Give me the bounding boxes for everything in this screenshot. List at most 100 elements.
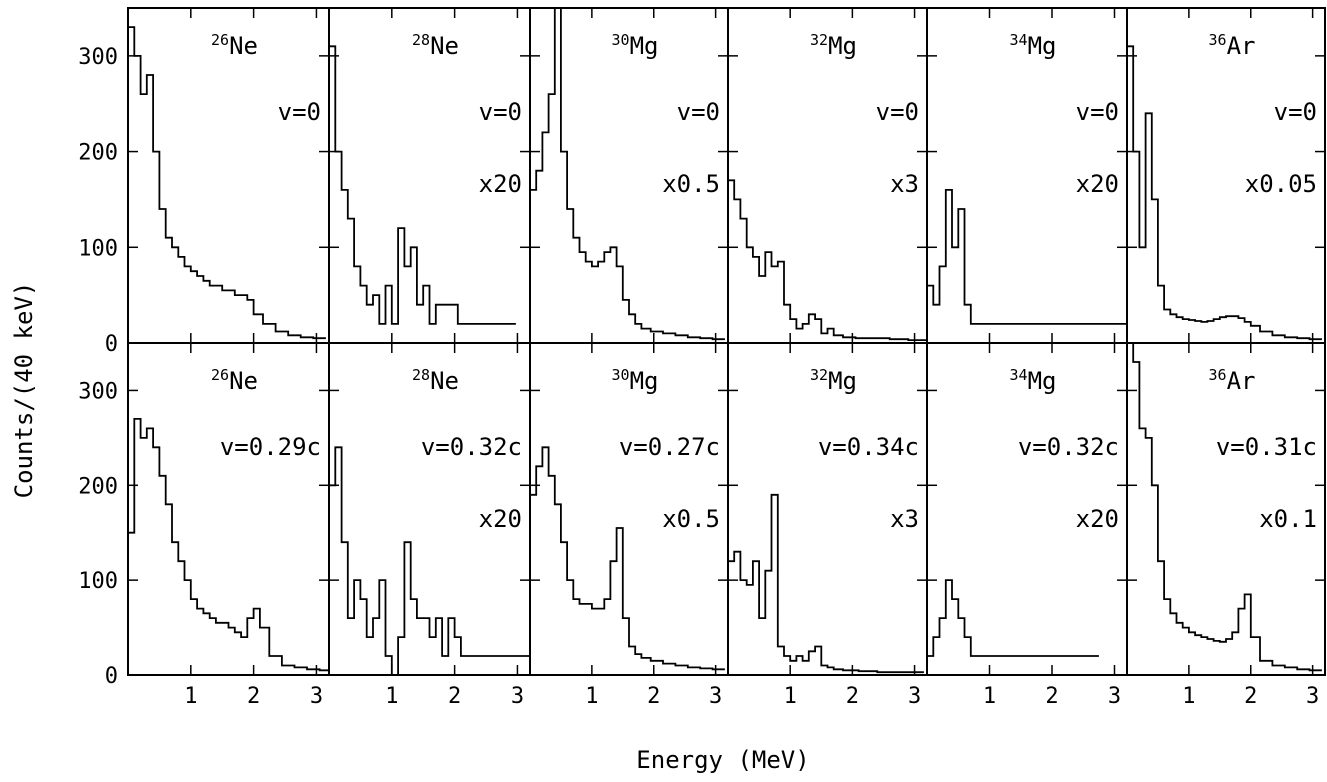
isotope-mass: 28 (412, 366, 430, 384)
y-tick-label: 100 (78, 569, 118, 594)
isotope-element: Ne (229, 32, 258, 60)
panel-26Ne-moving: 26Ne v=0.29c (127, 342, 330, 676)
y-tick-labels: 100 200 300 0 100 200 300 0 (78, 45, 118, 689)
x-tick-label: 3 (310, 684, 323, 709)
spectrum-series (530, 7, 725, 341)
panel-28Ne-rest: 28Ne v=0 x20 (328, 7, 531, 344)
x-tick-label: 3 (511, 684, 524, 709)
isotope-element: Mg (1028, 367, 1057, 395)
x-tick-label: 2 (1244, 684, 1257, 709)
isotope-element: Mg (828, 32, 857, 60)
isotope-mass: 34 (1010, 366, 1028, 384)
x-tick-label: 1 (1182, 684, 1195, 709)
y-tick-label: 0 (105, 332, 118, 357)
isotope-mass: 30 (612, 31, 630, 49)
isotope-element: Ne (229, 367, 258, 395)
velocity-label: v=0.32c (421, 433, 522, 461)
isotope-label: 28Ne (412, 31, 459, 60)
spectrum-series (329, 45, 516, 325)
isotope-element: Mg (828, 367, 857, 395)
isotope-label: 34Mg (1010, 31, 1057, 60)
velocity-label: v=0.31c (1216, 433, 1317, 461)
isotope-label: 30Mg (612, 31, 659, 60)
isotope-element: Ar (1227, 367, 1256, 395)
x-tick-label: 2 (846, 684, 859, 709)
x-tick-label: 3 (908, 684, 921, 709)
x-tick-label: 3 (1108, 684, 1121, 709)
y-tick-label: 300 (78, 379, 118, 404)
scale-label: x0.1 (1259, 505, 1317, 533)
panel-28Ne-moving: 28Ne v=0.32c x20 (328, 342, 531, 676)
x-tick-label: 3 (1306, 684, 1319, 709)
isotope-label: 32Mg (810, 31, 857, 60)
x-tick-label: 3 (709, 684, 722, 709)
x-tick-label: 2 (247, 684, 260, 709)
isotope-mass: 36 (1209, 31, 1227, 49)
panel-frame (1126, 342, 1326, 676)
spectrum-series (728, 179, 927, 341)
scale-label: x0.5 (662, 170, 720, 198)
isotope-mass: 32 (810, 31, 828, 49)
isotope-mass: 26 (211, 366, 229, 384)
panel-32Mg-moving: 32Mg v=0.34c x3 (727, 342, 928, 676)
scale-label: x20 (1076, 170, 1119, 198)
scale-label: x0.5 (662, 505, 720, 533)
scale-label: x3 (890, 170, 919, 198)
isotope-label: 32Mg (810, 366, 857, 395)
isotope-label: 26Ne (211, 31, 258, 60)
y-axis-title: Counts/(40 keV) (10, 282, 38, 499)
panel-36Ar-moving: 36Ar v=0.31c x0.1 (1126, 342, 1326, 676)
x-tick-label: 1 (784, 684, 797, 709)
velocity-label: v=0.32c (1018, 433, 1119, 461)
scale-label: x3 (890, 505, 919, 533)
spectrum-series (329, 446, 530, 676)
isotope-mass: 32 (810, 366, 828, 384)
x-tick-label: 1 (385, 684, 398, 709)
spectrum-series (128, 26, 326, 340)
panel-layer: 26Nev=028Nev=0x2030Mgv=0x0.532Mgv=0x334M… (127, 7, 1326, 676)
spectrum-series (530, 446, 725, 671)
isotope-element: Mg (630, 32, 659, 60)
isotope-mass: 34 (1010, 31, 1028, 49)
panel-26Ne-rest: 26Ne v=0 (127, 7, 330, 344)
x-axis-title: Energy (MeV) (636, 746, 809, 774)
velocity-label: v=0 (278, 98, 321, 126)
isotope-label: 30Mg (612, 366, 659, 395)
x-tick-label: 1 (983, 684, 996, 709)
x-tick-label: 2 (448, 684, 461, 709)
y-tick-label: 0 (105, 664, 118, 689)
isotope-mass: 36 (1209, 366, 1227, 384)
y-tick-label: 100 (78, 236, 118, 261)
isotope-label: 26Ne (211, 366, 258, 395)
isotope-element: Mg (630, 367, 659, 395)
velocity-label: v=0.34c (818, 433, 919, 461)
isotope-element: Ne (430, 32, 459, 60)
panel-34Mg-moving: 34Mg v=0.32c x20 (926, 342, 1128, 676)
isotope-mass: 26 (211, 31, 229, 49)
spectrum-series (128, 418, 329, 672)
scale-label: x0.05 (1245, 170, 1317, 198)
velocity-label: v=0.29c (220, 433, 321, 461)
panel-30Mg-rest: 30Mg v=0 x0.5 (529, 7, 729, 344)
spectrum-series (1127, 45, 1322, 341)
panel-36Ar-rest: 36Ar v=0 x0.05 (1126, 7, 1326, 344)
velocity-label: v=0 (479, 98, 522, 126)
y-tick-label: 300 (78, 45, 118, 70)
scale-label: x20 (479, 170, 522, 198)
isotope-label: 28Ne (412, 366, 459, 395)
velocity-label: v=0 (677, 98, 720, 126)
x-tick-label: 2 (647, 684, 660, 709)
panel-32Mg-rest: 32Mg v=0 x3 (727, 7, 928, 344)
velocity-label: v=0 (1076, 98, 1119, 126)
isotope-label: 34Mg (1010, 366, 1057, 395)
scale-label: x20 (479, 505, 522, 533)
x-tick-label: 1 (585, 684, 598, 709)
velocity-label: v=0 (876, 98, 919, 126)
x-tick-label: 2 (1045, 684, 1058, 709)
isotope-mass: 30 (612, 366, 630, 384)
isotope-label: 36Ar (1209, 366, 1256, 395)
isotope-element: Ne (430, 367, 459, 395)
velocity-label: v=0 (1274, 98, 1317, 126)
spectrum-series (927, 579, 1099, 657)
